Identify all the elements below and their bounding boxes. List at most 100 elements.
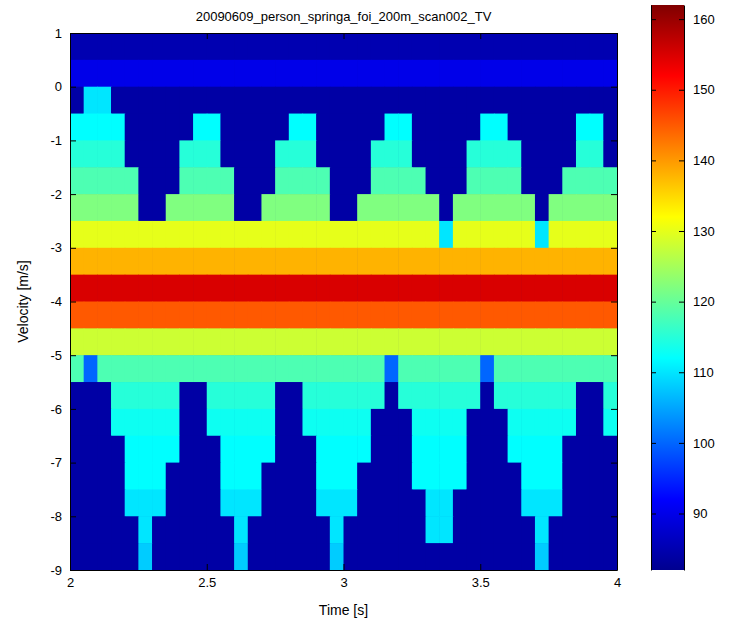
heatmap-cell xyxy=(590,221,604,248)
heatmap-cell xyxy=(494,409,508,436)
heatmap-cell xyxy=(344,355,358,382)
heatmap-cell xyxy=(316,328,330,355)
heatmap-cell xyxy=(385,194,399,221)
heatmap-cell xyxy=(576,114,590,141)
heatmap-cell xyxy=(467,302,481,329)
heatmap-cell xyxy=(385,60,399,87)
heatmap-cell xyxy=(207,302,221,329)
heatmap-cell xyxy=(207,248,221,275)
heatmap-cell xyxy=(590,409,604,436)
heatmap-cell xyxy=(179,543,193,570)
tick-label: 150 xyxy=(693,82,715,97)
heatmap-cell xyxy=(412,194,426,221)
heatmap-cell xyxy=(385,302,399,329)
heatmap-cell xyxy=(412,409,426,436)
heatmap-cell xyxy=(439,489,453,516)
heatmap-cell xyxy=(275,248,289,275)
heatmap-cell xyxy=(480,436,494,463)
heatmap-cell xyxy=(562,516,576,543)
tick-mark xyxy=(651,372,656,373)
heatmap-cell xyxy=(426,355,440,382)
heatmap-cell xyxy=(330,114,344,141)
heatmap-cell xyxy=(248,543,262,570)
heatmap-cell xyxy=(70,328,84,355)
heatmap-cell xyxy=(480,328,494,355)
heatmap-cell xyxy=(220,355,234,382)
heatmap-cell xyxy=(357,167,371,194)
heatmap-cell xyxy=(521,87,535,114)
heatmap-cell xyxy=(371,87,385,114)
heatmap-cell xyxy=(603,302,617,329)
tick: 130 xyxy=(679,224,715,239)
heatmap-cell xyxy=(494,543,508,570)
heatmap-cell xyxy=(289,167,303,194)
heatmap-cell xyxy=(261,436,275,463)
tick-mark xyxy=(70,248,76,249)
heatmap-cell xyxy=(508,248,522,275)
heatmap-cell xyxy=(179,60,193,87)
heatmap-cell xyxy=(330,328,344,355)
heatmap-cell xyxy=(494,328,508,355)
heatmap-cell xyxy=(152,328,166,355)
heatmap-cell xyxy=(70,543,84,570)
tick: 120 xyxy=(679,294,715,309)
heatmap-cell xyxy=(371,355,385,382)
heatmap-cell xyxy=(302,221,316,248)
heatmap-cell xyxy=(371,436,385,463)
heatmap-cell xyxy=(302,275,316,302)
heatmap-cell xyxy=(412,543,426,570)
heatmap-cell xyxy=(111,87,125,114)
heatmap-cell xyxy=(166,114,180,141)
heatmap-cell xyxy=(357,543,371,570)
heatmap-cell xyxy=(193,436,207,463)
heatmap-cell xyxy=(234,436,248,463)
heatmap-cell xyxy=(111,382,125,409)
tick-mark xyxy=(480,564,481,570)
heatmap-cell xyxy=(125,167,139,194)
tick-mark xyxy=(611,355,617,356)
heatmap-cell xyxy=(179,87,193,114)
heatmap-cell xyxy=(535,516,549,543)
heatmap-cell xyxy=(357,463,371,490)
heatmap-cell xyxy=(494,140,508,167)
heatmap-cell xyxy=(193,302,207,329)
heatmap-cell xyxy=(398,275,412,302)
heatmap-cell xyxy=(138,382,152,409)
heatmap-cell xyxy=(152,248,166,275)
heatmap-cell xyxy=(84,275,98,302)
heatmap-cell xyxy=(576,275,590,302)
tick-mark xyxy=(611,463,617,464)
heatmap-cell xyxy=(302,114,316,141)
heatmap-cell xyxy=(97,33,111,60)
heatmap-cell xyxy=(70,489,84,516)
heatmap-cell xyxy=(220,33,234,60)
heatmap-cell xyxy=(603,33,617,60)
heatmap-cell xyxy=(344,140,358,167)
heatmap-cell xyxy=(261,140,275,167)
heatmap-cell xyxy=(467,87,481,114)
heatmap-cell xyxy=(576,302,590,329)
heatmap-cell xyxy=(467,167,481,194)
heatmap-cell xyxy=(275,114,289,141)
colorbar-axis-line xyxy=(684,6,685,571)
heatmap-cell xyxy=(193,167,207,194)
heatmap-cell xyxy=(562,275,576,302)
tick xyxy=(611,463,617,464)
heatmap-cell xyxy=(371,543,385,570)
heatmap-cell xyxy=(508,302,522,329)
heatmap-cell xyxy=(234,543,248,570)
heatmap-cell xyxy=(590,140,604,167)
heatmap-cell xyxy=(125,140,139,167)
heatmap-cell xyxy=(152,221,166,248)
heatmap-cell xyxy=(97,167,111,194)
tick-mark xyxy=(207,33,208,39)
heatmap-cell xyxy=(166,543,180,570)
heatmap-cell xyxy=(261,60,275,87)
heatmap-cell xyxy=(412,302,426,329)
heatmap-cell xyxy=(316,114,330,141)
tick xyxy=(611,570,617,571)
heatmap-cell xyxy=(357,114,371,141)
heatmap-cell xyxy=(603,221,617,248)
x-axis-line xyxy=(71,570,618,571)
heatmap-cell xyxy=(316,543,330,570)
